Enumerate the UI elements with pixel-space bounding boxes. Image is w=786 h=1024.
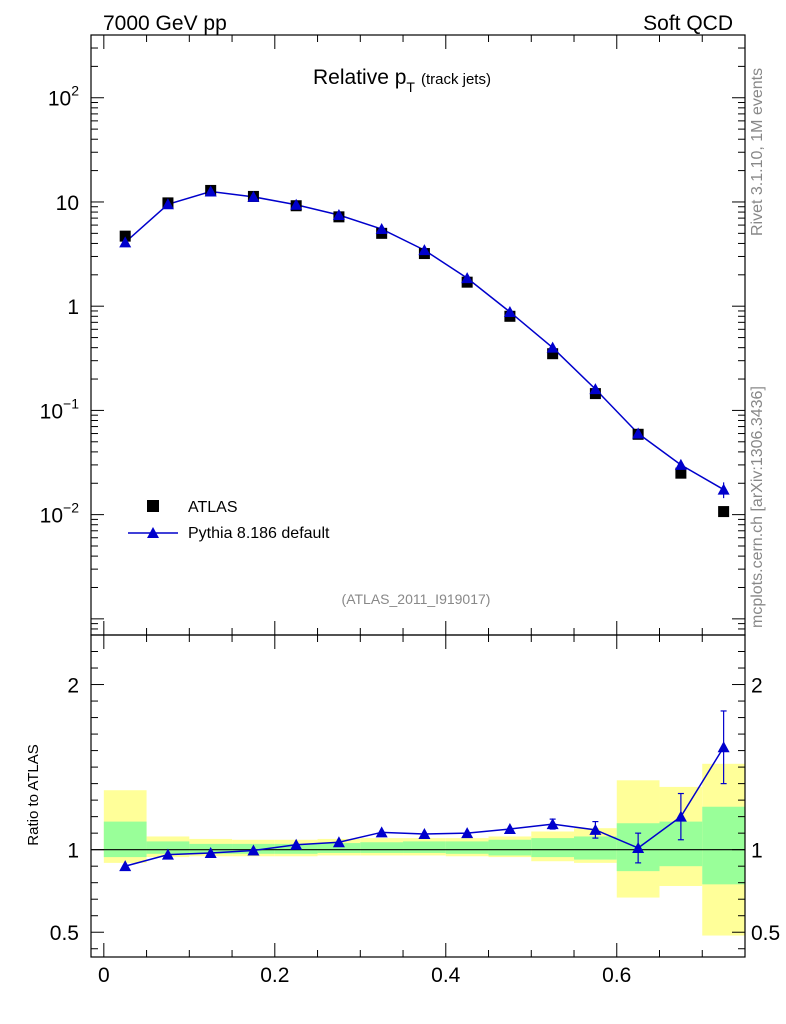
ratio-point bbox=[418, 827, 431, 839]
pythia-point bbox=[461, 272, 474, 284]
ratio-data-layer bbox=[119, 710, 730, 872]
legend-marker-pythia bbox=[147, 527, 159, 538]
tick-base: 10 bbox=[40, 505, 63, 528]
x-tick-label: 0 bbox=[98, 964, 110, 987]
pythia-point bbox=[418, 244, 431, 256]
legend-label-atlas: ATLAS bbox=[188, 499, 238, 516]
pythia-point bbox=[204, 185, 217, 197]
ratio-ticks: 0.5 0.5 1 1 2 2 0 0.2 0.4 0.6 bbox=[50, 635, 780, 987]
ratio-point bbox=[717, 741, 730, 753]
ratio-point bbox=[632, 842, 645, 854]
stat-uncertainty-band bbox=[445, 841, 489, 854]
atlas-point bbox=[718, 506, 730, 518]
rivet-label: Rivet 3.1.10, 1M events bbox=[749, 68, 766, 236]
pythia-point bbox=[674, 458, 687, 470]
pythia-point bbox=[503, 305, 516, 317]
ratio-point bbox=[204, 846, 217, 858]
mcplots-label: mcplots.cern.ch [arXiv:1306.3436] bbox=[749, 386, 766, 628]
ratio-point bbox=[375, 826, 388, 838]
stat-uncertainty-band bbox=[574, 836, 617, 860]
stat-uncertainty-band bbox=[103, 821, 147, 858]
stat-uncertainty-band bbox=[403, 841, 446, 853]
pythia-point bbox=[290, 198, 303, 210]
main-y-tick-label: 102 bbox=[48, 83, 79, 111]
main-y-tick-label: 10−1 bbox=[40, 395, 80, 423]
ratio-point bbox=[674, 810, 687, 822]
energy-label: 7000 GeV pp bbox=[103, 12, 227, 35]
tick-exponent: −2 bbox=[63, 500, 79, 516]
main-y-tick-label: 10 bbox=[56, 192, 79, 215]
ratio-panel: 0.5 0.5 1 1 2 2 0 0.2 0.4 0.6 Ratio to ATLAS bbox=[25, 634, 780, 987]
stat-uncertainty-band bbox=[531, 838, 575, 858]
main-y-tick-label: 1 bbox=[67, 296, 79, 319]
legend-marker-atlas bbox=[147, 500, 159, 512]
pythia-point bbox=[161, 198, 174, 210]
atlas-point bbox=[547, 348, 559, 360]
ratio-point bbox=[247, 844, 260, 856]
main-frame bbox=[90, 34, 746, 636]
ratio-point bbox=[546, 818, 559, 830]
ratio-point bbox=[589, 823, 602, 835]
tick-exponent: 2 bbox=[71, 83, 79, 99]
pythia-point bbox=[375, 223, 388, 235]
x-tick-label: 0.6 bbox=[602, 964, 631, 987]
stat-uncertainty-band bbox=[146, 841, 190, 854]
analysis-label: (ATLAS_2011_I919017) bbox=[342, 591, 491, 607]
pythia-point bbox=[546, 341, 559, 353]
pythia-point bbox=[332, 208, 345, 220]
pythia-point bbox=[717, 483, 730, 495]
pythia-point bbox=[589, 383, 602, 395]
ratio-point bbox=[503, 823, 516, 835]
pythia-line bbox=[124, 190, 725, 491]
ratio-point bbox=[290, 838, 303, 850]
ratio-y-tick-label-right: 2 bbox=[751, 675, 763, 698]
ratio-y-tick-label: 1 bbox=[67, 840, 79, 863]
title-extra: (track jets) bbox=[421, 71, 491, 88]
ratio-point bbox=[461, 827, 474, 839]
title-main: Relative p bbox=[313, 66, 406, 89]
ratio-y-tick-label: 0.5 bbox=[50, 922, 79, 945]
tick-exponent: −1 bbox=[63, 395, 79, 411]
atlas-point bbox=[119, 230, 131, 242]
legend-label-pythia: Pythia 8.186 default bbox=[188, 525, 330, 542]
pythia-point bbox=[632, 427, 645, 439]
tick-base: 10 bbox=[48, 88, 71, 111]
ratio-frame bbox=[90, 634, 746, 958]
pythia-point bbox=[247, 190, 260, 202]
ratio-point bbox=[161, 848, 174, 860]
stat-uncertainty-band bbox=[488, 839, 532, 856]
ratio-bands bbox=[103, 763, 745, 936]
plot-title: Relative pT (track jets) bbox=[313, 66, 491, 95]
ratio-ylabel: Ratio to ATLAS bbox=[25, 744, 42, 845]
ratio-y-tick-label-right: 0.5 bbox=[751, 922, 780, 945]
title-subscript: T bbox=[406, 79, 415, 95]
ratio-y-tick-label: 2 bbox=[67, 675, 79, 698]
x-tick-label: 0.2 bbox=[260, 964, 289, 987]
ratio-point bbox=[332, 836, 345, 848]
ratio-y-tick-label-right: 1 bbox=[751, 840, 763, 863]
main-y-tick-label: 10−2 bbox=[40, 500, 80, 528]
main-data-layer bbox=[119, 184, 730, 518]
stat-uncertainty-band bbox=[317, 843, 361, 853]
legend: ATLAS Pythia 8.186 default bbox=[128, 499, 330, 542]
process-label: Soft QCD bbox=[643, 12, 733, 35]
x-tick-label: 0.4 bbox=[431, 964, 461, 987]
atlas-point bbox=[675, 467, 687, 479]
stat-uncertainty-band bbox=[702, 806, 745, 885]
pythia-point bbox=[119, 236, 132, 248]
tick-base: 10 bbox=[40, 400, 63, 423]
ratio-point bbox=[119, 860, 132, 872]
stat-uncertainty-band bbox=[360, 842, 404, 853]
